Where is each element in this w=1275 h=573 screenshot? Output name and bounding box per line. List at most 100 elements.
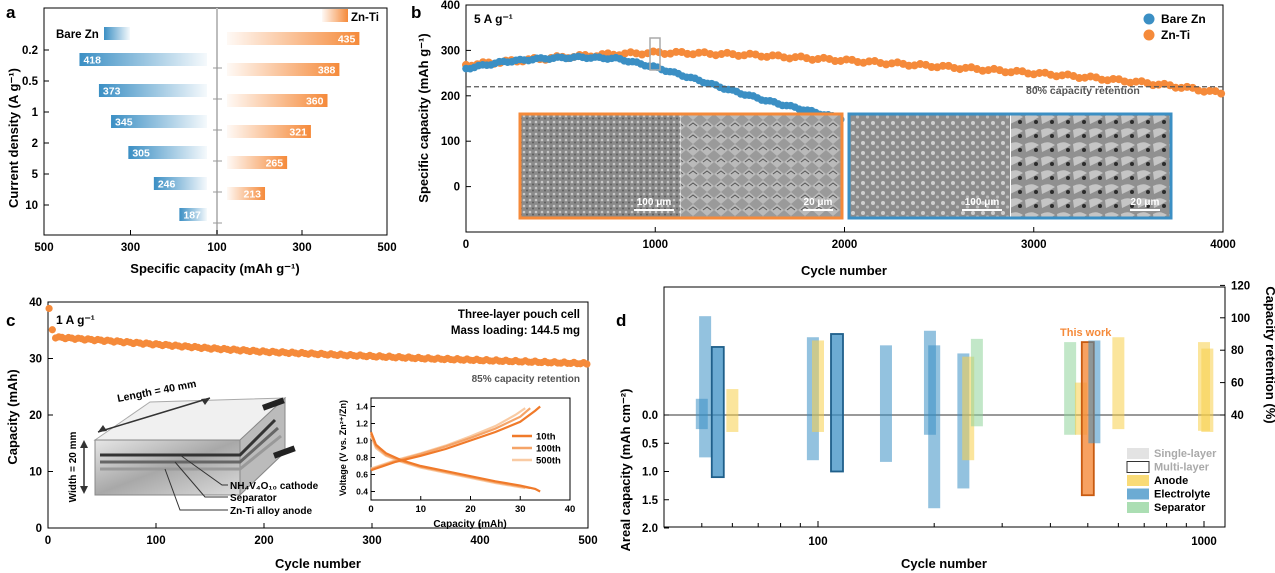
cathode-label: NH₄V₄O₁₀ cathode xyxy=(230,481,319,492)
data-point-pouch xyxy=(48,326,56,334)
x-tick-label: 500 xyxy=(34,242,53,254)
scale-label: 100 μm xyxy=(965,197,1000,208)
bar-zn-ti xyxy=(227,125,311,138)
inset-y-tick-label: 1.4 xyxy=(356,402,368,412)
sem-inset-bare-zn: 100 μm 20 μm xyxy=(847,112,1173,220)
data-point-zn-ti xyxy=(768,51,777,60)
sem-frame-bare-zn xyxy=(847,112,1173,220)
leader-line xyxy=(179,454,228,486)
inset-x-tick-label: 0 xyxy=(368,504,373,515)
legend-marker-zn-ti-b xyxy=(1143,29,1155,41)
y-axis-label-a: Current density (A g⁻¹) xyxy=(6,68,21,208)
x-axis-label-d: Cycle number xyxy=(901,556,987,571)
bar-electrolyte xyxy=(710,346,725,479)
separator-layer xyxy=(100,426,280,464)
bar-separator xyxy=(1064,342,1077,435)
dimension-arrow-length xyxy=(97,397,211,433)
inset-y-tick-label: 1.0 xyxy=(356,436,368,446)
bar-bare-zn xyxy=(79,53,207,66)
legend-swatch xyxy=(1127,488,1149,500)
panel-label-c: c xyxy=(6,311,15,330)
legend-bare-zn-b: Bare Zn xyxy=(1161,12,1206,26)
plot-frame-a xyxy=(43,7,388,236)
inset-y-tick-label: 0.6 xyxy=(356,470,368,480)
y-axis-label-b: Specific capacity (mAh g⁻¹) xyxy=(416,33,431,202)
scale-label: 20 μm xyxy=(804,197,833,208)
data-point-zn-ti xyxy=(1217,89,1226,98)
y-tick-label: 30 xyxy=(29,354,42,366)
data-label-bare-zn: 305 xyxy=(132,148,150,160)
y-tick-label-right: 100 xyxy=(1231,313,1250,325)
title-line-1: Three-layer pouch cell xyxy=(458,309,580,321)
leader-line xyxy=(164,468,228,511)
inset-y-tick-label: 0.8 xyxy=(356,453,368,463)
bar-bare-zn xyxy=(98,84,207,97)
y-tick-label-right: 120 xyxy=(1231,280,1250,292)
bar-anode xyxy=(726,389,739,432)
title-line-2: Mass loading: 144.5 mg xyxy=(451,325,580,337)
x-tick-label: 500 xyxy=(578,535,597,547)
width-label: Width = 20 mm xyxy=(68,432,79,503)
voltage-curve-10th-charge xyxy=(370,405,541,472)
sem-image-zn-ti-high xyxy=(681,115,841,217)
leader-line xyxy=(174,461,228,498)
x-tick-label: 200 xyxy=(254,535,273,547)
sem-inset-zn-ti: 100 μm 20 μm xyxy=(518,112,844,220)
inset-frame xyxy=(370,397,571,501)
legend-label: Electrolyte xyxy=(1154,489,1210,501)
x-tick-label: 1000 xyxy=(1191,536,1217,548)
panel-label-b: b xyxy=(411,3,421,22)
y-tick-label: 20 xyxy=(29,410,42,422)
data-label-bare-zn: 418 xyxy=(83,55,101,67)
y-tick-label-right: 40 xyxy=(1231,410,1244,422)
sem-image-bare-zn-high xyxy=(1011,115,1170,217)
bar-anode xyxy=(1112,337,1125,430)
data-point-zn-ti xyxy=(660,49,669,58)
data-point-zn-ti xyxy=(831,57,840,66)
y-tick-label: 10 xyxy=(29,467,42,479)
voltage-inset: 0 10 20 30 40 0.4 0.6 0.8 1.0 1.2 1.4 Voltage (V v… xyxy=(338,397,575,530)
current-density-b: 5 A g⁻¹ xyxy=(474,12,513,26)
data-point-zn-ti xyxy=(927,62,936,71)
tab-terminal xyxy=(273,445,296,459)
sem-image-zn-ti-low xyxy=(521,115,681,217)
inset-legend-label: 10th xyxy=(536,432,556,443)
sem-image-bare-zn-low xyxy=(850,115,1010,217)
bar-electrolyte xyxy=(1088,340,1101,444)
y-tick-label-left: 1.5 xyxy=(642,495,659,507)
y-tick-label: 40 xyxy=(29,297,42,309)
y-tick-label: 400 xyxy=(441,0,460,12)
data-label-bare-zn: 187 xyxy=(183,210,201,222)
current-density-c: 1 A g⁻¹ xyxy=(56,313,95,327)
x-tick-label: 0 xyxy=(463,239,469,251)
legend-label: Anode xyxy=(1154,475,1188,487)
y-tick-label: 2 xyxy=(32,138,38,150)
panel-a: a 435 418 388 373 360 345 321 305 265 246 213 187 0… xyxy=(6,3,397,276)
bar-separator xyxy=(970,338,983,427)
data-point-zn-ti xyxy=(865,57,874,66)
data-label-bare-zn: 246 xyxy=(158,179,176,191)
retention-label-c: 85% capacity retention xyxy=(472,374,580,385)
scale-label: 20 μm xyxy=(1131,197,1160,208)
panel-d: d 100 1000 0.0 0.5 1.0 1.5 2.0 40 60 80 100 120 Thi… xyxy=(616,280,1275,571)
y-tick-label-left: 0.5 xyxy=(642,438,659,450)
inset-x-tick-label: 20 xyxy=(465,504,476,515)
panel-label-d: d xyxy=(616,311,626,330)
data-point-zn-ti xyxy=(757,52,766,61)
x-tick-label: 300 xyxy=(362,535,381,547)
bar-zn-ti xyxy=(227,156,288,169)
y-tick-label: 5 xyxy=(32,169,39,181)
zoom-marker xyxy=(649,37,661,71)
legend-swatch xyxy=(1127,502,1149,513)
x-tick-label: 100 xyxy=(146,535,165,547)
scale-label: 100 μm xyxy=(637,197,672,208)
y-tick-label-right: 60 xyxy=(1231,378,1244,390)
y-axis-label-d: Areal capacity (mAh cm⁻²) xyxy=(618,389,633,552)
plot-frame-d xyxy=(663,286,1226,528)
x-tick-label: 300 xyxy=(292,242,311,254)
y-tick-label: 0.5 xyxy=(22,76,39,88)
tab-terminal xyxy=(261,397,285,411)
